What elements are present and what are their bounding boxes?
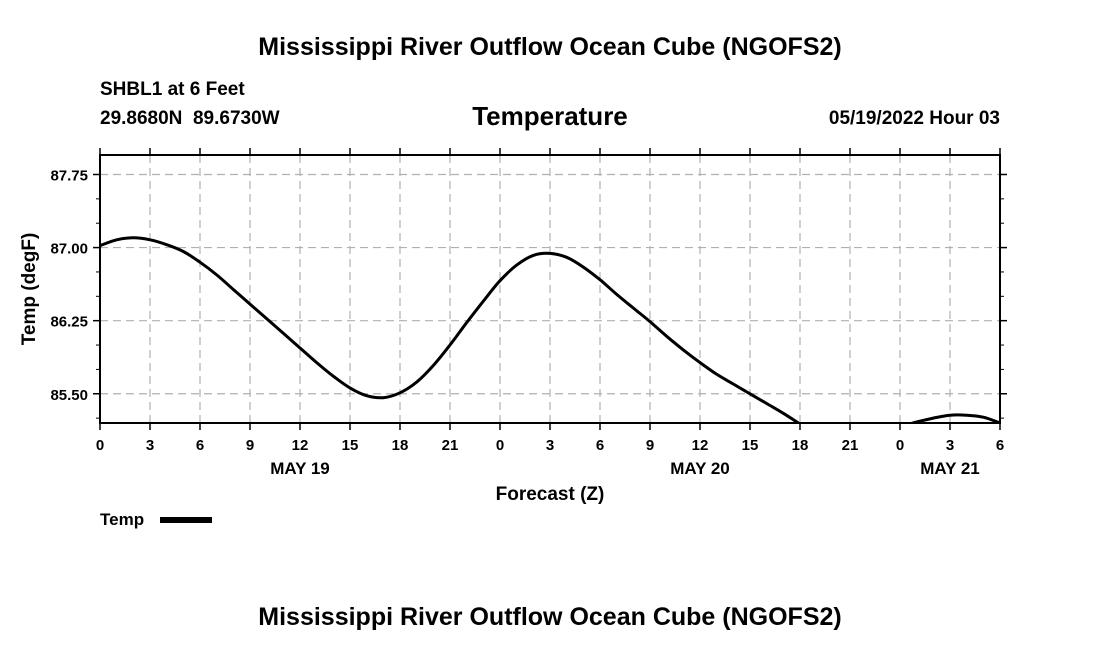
- day-label: MAY 21: [920, 459, 980, 478]
- day-labels: MAY 19 MAY 20 MAY 21: [270, 459, 980, 478]
- y-tick-labels: 85.50 86.25 87.00 87.75: [50, 167, 88, 403]
- x-tick-label: 3: [946, 437, 954, 454]
- x-tick-label: 0: [96, 437, 104, 454]
- x-tick-label: 12: [292, 437, 309, 454]
- legend: Temp: [100, 510, 212, 529]
- day-label: MAY 20: [670, 459, 730, 478]
- station-label: SHBL1 at 6 Feet: [100, 79, 245, 100]
- x-tick-label: 21: [442, 437, 459, 454]
- x-tick-label: 15: [342, 437, 359, 454]
- x-tick-label: 12: [692, 437, 709, 454]
- x-tick-label: 0: [496, 437, 504, 454]
- coordinates-label: 29.8680N 89.6730W: [100, 108, 280, 129]
- y-tick-label: 86.25: [50, 314, 88, 331]
- x-tick-label: 6: [196, 437, 204, 454]
- day-label: MAY 19: [270, 459, 330, 478]
- x-tick-label: 18: [792, 437, 809, 454]
- x-tick-label: 0: [896, 437, 904, 454]
- x-tick-label: 15: [742, 437, 759, 454]
- x-tick-label: 18: [392, 437, 409, 454]
- grid-lines: [99, 155, 1001, 423]
- x-tick-label: 21: [842, 437, 859, 454]
- x-tick-label: 3: [146, 437, 154, 454]
- x-tick-labels: 0 3 6 9 12 15 18 21 0 3 6 9 12 15 18 21 0 3 6: [96, 437, 1004, 454]
- chart-subtitle: Temperature: [472, 101, 628, 131]
- x-tick-label: 6: [596, 437, 604, 454]
- timestamp-label: 05/19/2022 Hour 03: [829, 108, 1000, 129]
- x-tick-label: 9: [646, 437, 654, 454]
- series-line-temp: [100, 236, 1000, 423]
- x-tick-label: 3: [546, 437, 554, 454]
- legend-label-temp: Temp: [100, 510, 144, 529]
- x-axis-label: Forecast (Z): [496, 484, 605, 505]
- x-tick-label: 9: [246, 437, 254, 454]
- y-axis-label: Temp (degF): [19, 233, 40, 346]
- axis-ticks: [93, 148, 1007, 430]
- chart-title: Mississippi River Outflow Ocean Cube (NG…: [258, 33, 841, 61]
- y-tick-label: 87.75: [50, 167, 88, 184]
- y-tick-label: 87.00: [50, 241, 88, 258]
- y-tick-label: 85.50: [50, 387, 88, 404]
- footer-title: Mississippi River Outflow Ocean Cube (NG…: [258, 603, 841, 631]
- x-tick-label: 6: [996, 437, 1004, 454]
